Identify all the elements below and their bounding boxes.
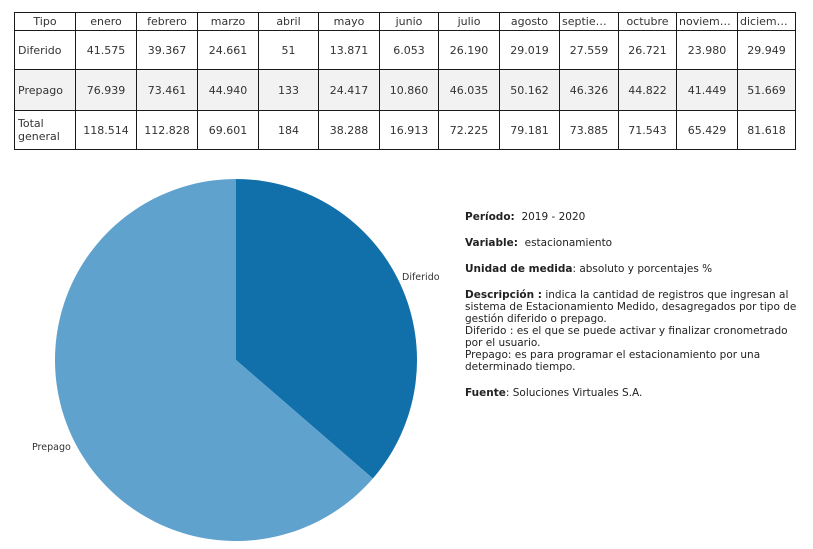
fuente-value: : Soluciones Virtuales S.A.: [505, 387, 643, 399]
table-cell: 71.543: [618, 110, 677, 150]
column-header[interactable]: febrero: [136, 12, 198, 31]
table-cell: 29.019: [499, 30, 560, 70]
unidad-line: Unidad de medida: absoluto y porcentajes…: [465, 263, 800, 275]
header-row: Tipo enero febrero marzo abril mayo juni…: [14, 12, 796, 31]
table-cell: 23.980: [676, 30, 738, 70]
table-row-prepago: Prepago 76.939 73.461 44.940 133 24.417 …: [14, 69, 796, 111]
row-label: Prepago: [14, 69, 76, 111]
periodo-line: Período: 2019 - 2020: [465, 211, 800, 223]
column-header[interactable]: octubre: [618, 12, 677, 31]
pie-labels: Diferido Prepago: [32, 272, 440, 453]
table-cell: 24.417: [318, 69, 380, 111]
table-cell: 73.461: [136, 69, 198, 111]
column-header[interactable]: julio: [438, 12, 500, 31]
column-header[interactable]: septiemb..: [559, 12, 619, 31]
table-cell: 133: [258, 69, 319, 111]
column-header[interactable]: enero: [75, 12, 137, 31]
pie-slice-prepago[interactable]: [55, 179, 373, 541]
table-cell: 76.939: [75, 69, 137, 111]
pie-chart: Diferido Prepago: [32, 179, 440, 541]
table-cell: 65.429: [676, 110, 738, 150]
column-header[interactable]: marzo: [197, 12, 259, 31]
pie-slices: [55, 179, 417, 541]
variable-value: estacionamiento: [524, 237, 613, 249]
variable-line: Variable: estacionamiento: [465, 237, 800, 249]
table-cell: 41.575: [75, 30, 137, 70]
descripcion-label: Descripción :: [465, 289, 542, 301]
info-panel: Período: 2019 - 2020 Variable: estaciona…: [465, 211, 800, 413]
table-cell: 26.190: [438, 30, 500, 70]
table-cell: 44.822: [618, 69, 677, 111]
prepago-description: Prepago: es para programar el estacionam…: [465, 349, 761, 373]
pie-label-diferido: Diferido: [402, 272, 440, 283]
table-cell: 72.225: [438, 110, 500, 150]
diferido-description: Diferido : es el que se puede activar y …: [465, 325, 788, 349]
table-cell: 6.053: [379, 30, 439, 70]
table-cell: 46.326: [559, 69, 619, 111]
table-cell: 112.828: [136, 110, 198, 150]
table-cell: 41.449: [676, 69, 738, 111]
fuente-label: Fuente: [465, 387, 506, 399]
row-label: Diferido: [14, 30, 76, 70]
table-cell: 118.514: [75, 110, 137, 150]
column-header[interactable]: noviembre: [676, 12, 738, 31]
column-header[interactable]: diciembre: [737, 12, 796, 31]
periodo-label: Período:: [465, 211, 515, 223]
descripcion-value: indica la cantidad de registros que ingr…: [465, 289, 797, 325]
pie-slice-diferido[interactable]: [236, 179, 417, 479]
unidad-label: Unidad de medida: [465, 263, 573, 275]
data-table: Tipo enero febrero marzo abril mayo juni…: [14, 12, 796, 150]
column-header[interactable]: junio: [379, 12, 439, 31]
table-cell: 16.913: [379, 110, 439, 150]
table-cell: 51.669: [737, 69, 796, 111]
table-cell: 81.618: [737, 110, 796, 150]
descripcion-block: Descripción : indica la cantidad de regi…: [465, 289, 800, 373]
table-cell: 46.035: [438, 69, 500, 111]
table-row-diferido: Diferido 41.575 39.367 24.661 51 13.871 …: [14, 30, 796, 70]
table-cell: 69.601: [197, 110, 259, 150]
fuente-line: Fuente: Soluciones Virtuales S.A.: [465, 387, 800, 399]
table-cell: 38.288: [318, 110, 380, 150]
table-cell: 27.559: [559, 30, 619, 70]
unidad-value: : absoluto y porcentajes %: [572, 263, 713, 275]
column-header[interactable]: Tipo: [14, 12, 76, 31]
column-header[interactable]: agosto: [499, 12, 560, 31]
row-label: Total general: [14, 110, 76, 150]
periodo-value: 2019 - 2020: [521, 211, 586, 223]
table-cell: 79.181: [499, 110, 560, 150]
table-cell: 51: [258, 30, 319, 70]
table-cell: 13.871: [318, 30, 380, 70]
table-cell: 184: [258, 110, 319, 150]
table-cell: 24.661: [197, 30, 259, 70]
table-cell: 50.162: [499, 69, 560, 111]
table-cell: 39.367: [136, 30, 198, 70]
variable-label: Variable:: [465, 237, 518, 249]
table-cell: 44.940: [197, 69, 259, 111]
table-cell: 10.860: [379, 69, 439, 111]
table-cell: 73.885: [559, 110, 619, 150]
table-cell: 29.949: [737, 30, 796, 70]
table-row-total: Total general 118.514 112.828 69.601 184…: [14, 110, 796, 150]
pie-label-prepago: Prepago: [32, 442, 71, 453]
column-header[interactable]: mayo: [318, 12, 380, 31]
column-header[interactable]: abril: [258, 12, 319, 31]
table-cell: 26.721: [618, 30, 677, 70]
